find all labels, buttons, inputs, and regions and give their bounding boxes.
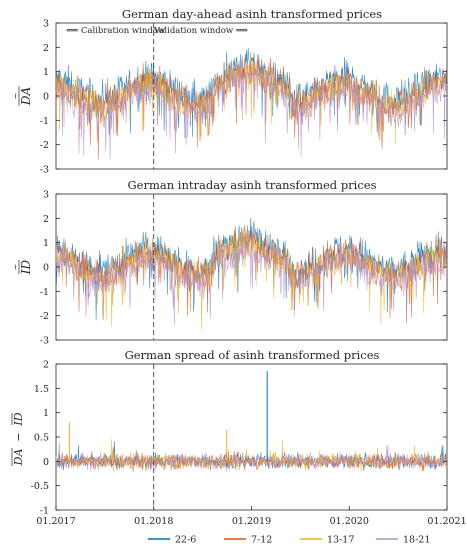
series-layer: [55, 47, 447, 160]
y-tick-label: -1: [40, 116, 49, 127]
y-axis-label-text: DA: [19, 87, 33, 107]
x-tick-label: 01.2019: [232, 516, 271, 527]
series-layer: [55, 217, 447, 331]
plot-frame: [55, 363, 448, 511]
y-axis-label: ID ~: [11, 259, 33, 275]
x-tick-label: 01.2021: [427, 516, 466, 527]
y-tick-label: 0: [43, 92, 49, 103]
y-tick-label: -3: [40, 336, 49, 347]
y-axis-label: DA − ID: [11, 412, 25, 467]
y-axis-label: DA ~: [11, 86, 33, 106]
y-axis-label-text: ID: [19, 259, 33, 275]
panel-intraday: German intraday asinh transformed prices…: [11, 178, 448, 347]
chart-title: German day-ahead asinh transformed price…: [122, 7, 382, 21]
y-tick-label: 1: [43, 408, 49, 419]
series-line-18-21: [55, 230, 447, 326]
legend-label: 22-6: [175, 535, 196, 546]
series-layer: [55, 371, 447, 473]
y-tick-label: -2: [40, 140, 49, 151]
legend-label: 13-17: [327, 535, 354, 546]
y-tick-label: 0: [43, 263, 49, 274]
y-axis: -1 -0.5 0 0.5 1 1.5 2: [31, 360, 447, 517]
series-line-13-17: [55, 60, 447, 147]
tilde-mark: ~: [11, 93, 20, 100]
y-tick-label: 3: [43, 190, 49, 201]
panel-day-ahead: German day-ahead asinh transformed price…: [11, 7, 448, 176]
y-axis: -3 -2 -1 0 1 2 3: [40, 190, 447, 347]
chart-title: German spread of asinh transformed price…: [125, 348, 380, 362]
y-axis-label-right: ID: [12, 412, 25, 426]
panel-spread: German spread of asinh transformed price…: [11, 348, 467, 527]
y-axis-label-minus: −: [12, 432, 25, 441]
validation-window-label: Validation window ⟹: [153, 26, 248, 36]
y-tick-label: 1.5: [34, 384, 49, 395]
tilde-mark: ~: [11, 264, 20, 271]
y-tick-label: -3: [40, 165, 49, 176]
series-line-18-21: [55, 441, 447, 471]
y-tick-label: 2: [43, 214, 49, 225]
y-tick-label: -0.5: [31, 481, 49, 492]
x-axis: 01.2017 01.2018 01.2019 01.2020 01.2021: [36, 506, 467, 527]
legend-label: 18-21: [403, 535, 430, 546]
legend: 22-6 7-12 13-17 18-21: [148, 535, 430, 546]
y-tick-label: 1: [43, 67, 49, 78]
calibration-window-label: ⟸ Calibration window: [66, 26, 166, 36]
y-axis: -3 -2 -1 0 1 2 3: [40, 19, 447, 176]
y-tick-label: -2: [40, 311, 49, 322]
x-tick-label: 01.2017: [36, 516, 75, 527]
legend-label: 7-12: [251, 535, 272, 546]
y-tick-label: -1: [40, 287, 49, 298]
y-tick-label: 0.5: [34, 433, 49, 444]
x-tick-label: 01.2018: [134, 516, 173, 527]
y-tick-label: 2: [43, 43, 49, 54]
y-axis-label-left: DA: [12, 449, 25, 467]
x-tick-label: 01.2020: [330, 516, 369, 527]
y-tick-label: 2: [43, 360, 49, 371]
y-tick-label: -1: [40, 506, 49, 517]
series-line-18-21: [55, 60, 447, 160]
y-tick-label: 1: [43, 238, 49, 249]
chart-title: German intraday asinh transformed prices: [127, 178, 376, 192]
y-tick-label: 0: [43, 457, 49, 468]
y-tick-label: 3: [43, 19, 49, 30]
